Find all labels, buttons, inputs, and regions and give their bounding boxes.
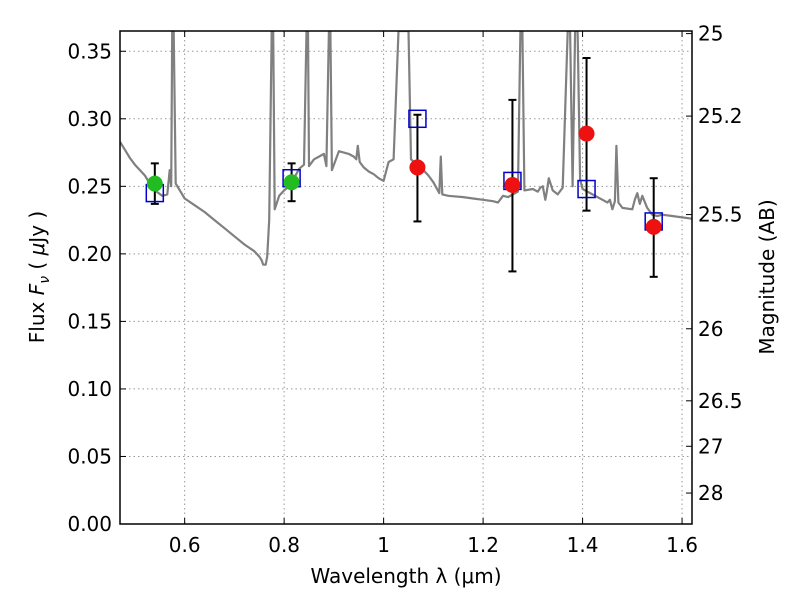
sed-model-line: [120, 31, 692, 266]
y-tick-label: 0.35: [67, 39, 112, 63]
grid-lines: [120, 31, 692, 525]
model-flux-box: [408, 109, 427, 129]
y2-axis-label: Magnitude (AB): [755, 199, 779, 354]
y2-tick-label: 26: [698, 317, 723, 341]
y-tick-label: 0.30: [67, 107, 112, 131]
y2-tick-label: 25: [698, 22, 723, 46]
y2-tick-label: 25.5: [698, 203, 743, 227]
x-tick-label: 1: [377, 533, 390, 557]
y2-tick-label: 26.5: [698, 389, 743, 413]
axis-ticks: [120, 31, 692, 525]
green-flux-point: [283, 174, 300, 191]
sed-line-layer: [120, 31, 692, 266]
model-flux-box: [577, 179, 596, 199]
red-flux-point: [645, 218, 662, 235]
y-tick-label: 0.25: [67, 174, 112, 198]
y-tick-label: 0.10: [67, 377, 112, 401]
y-axis-label: Flux Fν ( μJy ): [25, 211, 53, 343]
plot-frame: [119, 30, 693, 525]
x-tick-label: 0.8: [268, 533, 300, 557]
red-flux-point: [409, 159, 426, 176]
x-axis-label: Wavelength λ (μm): [310, 564, 501, 588]
y2-tick-label: 25.2: [698, 104, 743, 128]
tick-labels: 0.6 0.8 1 1.2 1.4 1.6 0.00 0.05 0.10 0.15 0.20 0.25…: [67, 22, 742, 557]
x-tick-label: 1.2: [467, 533, 499, 557]
errorbar-layer: [150, 57, 658, 278]
green-flux-point: [146, 175, 163, 192]
y-tick-label: 0.15: [67, 309, 112, 333]
y2-tick-label: 27: [698, 434, 723, 458]
red-flux-point: [504, 176, 521, 193]
x-tick-label: 1.6: [666, 533, 698, 557]
y-tick-label: 0.05: [67, 444, 112, 468]
marker-layer: [145, 109, 663, 235]
y-tick-label: 0.00: [67, 512, 112, 536]
x-tick-label: 0.6: [169, 533, 201, 557]
y2-tick-label: 28: [698, 481, 723, 505]
red-flux-point: [578, 125, 595, 142]
y-tick-label: 0.20: [67, 242, 112, 266]
x-tick-label: 1.4: [567, 533, 599, 557]
